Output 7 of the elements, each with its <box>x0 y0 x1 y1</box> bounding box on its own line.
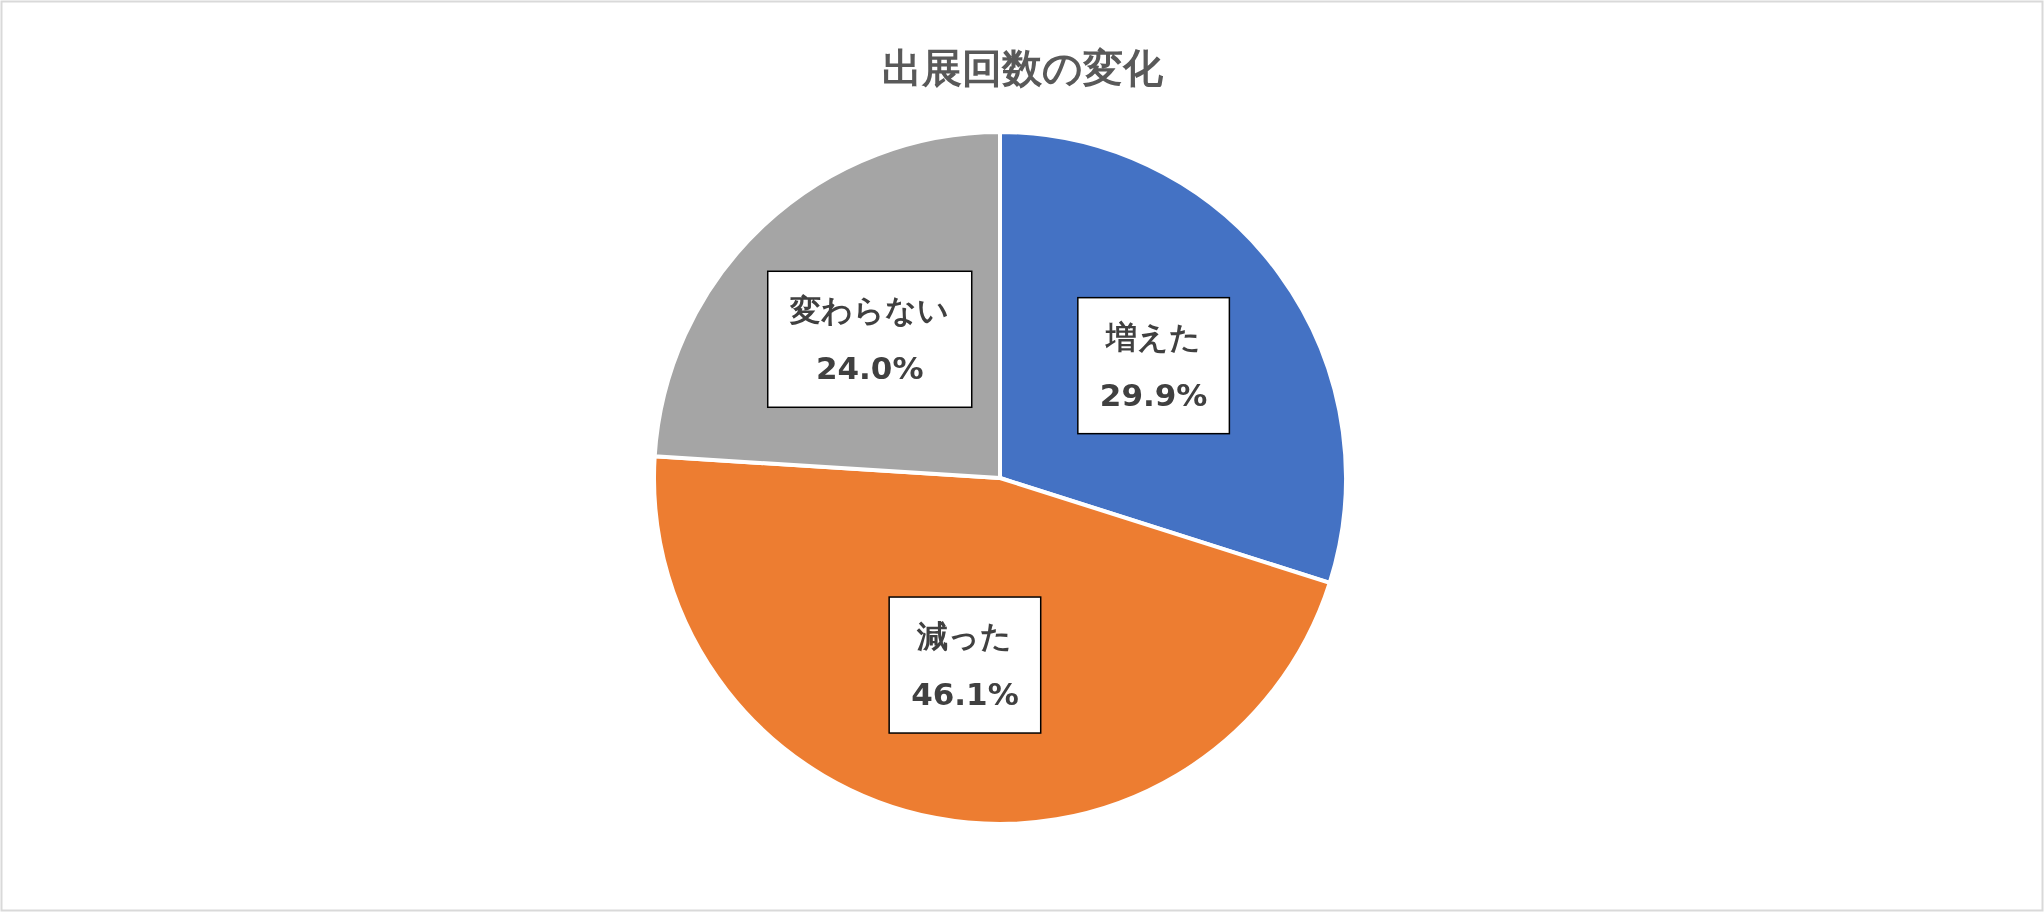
data-label: 24.0% <box>815 350 924 387</box>
data-label: 46.1% <box>911 676 1019 713</box>
chart-title: 出展回数の変化 <box>881 45 1164 91</box>
slice-label: 変わらない <box>789 292 950 329</box>
slice-label: 減った <box>916 618 1013 655</box>
data-label: 29.9% <box>1099 376 1208 413</box>
slice-label: 増えた <box>1105 318 1202 355</box>
